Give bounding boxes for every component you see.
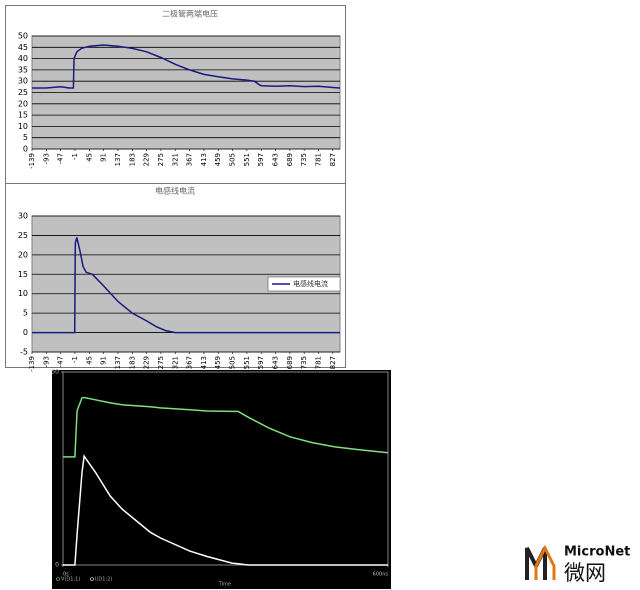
x-tick-label: 0s — [63, 572, 69, 578]
x-tick-label: 275 — [157, 356, 165, 369]
x-tick-label: 643 — [272, 356, 280, 369]
x-tick-label: -1 — [71, 356, 79, 363]
y-tick-label: 25 — [18, 231, 28, 240]
x-tick-label: 689 — [286, 356, 294, 369]
y-tick-label: 35 — [18, 65, 28, 74]
x-tick-label: 321 — [171, 153, 179, 166]
data-line — [63, 396, 389, 458]
x-tick-label: 137 — [114, 153, 122, 166]
y-tick-label: 45 — [18, 43, 28, 52]
x-tick-label: 459 — [214, 356, 222, 369]
x-axis-label: Time — [218, 582, 231, 588]
x-tick-label: 183 — [128, 153, 136, 166]
x-tick-label: 505 — [229, 356, 237, 369]
x-tick-label: 781 — [315, 153, 323, 166]
y-tick-label: -5 — [20, 348, 28, 357]
x-tick-label: -139 — [28, 356, 36, 372]
x-tick-label: 229 — [143, 356, 151, 369]
x-tick-label: 505 — [229, 153, 237, 166]
y-tick-label: 0 — [23, 328, 28, 337]
x-tick-label: -139 — [28, 153, 36, 169]
x-tick-label: -47 — [57, 153, 65, 164]
x-tick-label: -47 — [57, 356, 65, 367]
x-tick-label: 735 — [300, 153, 308, 166]
x-tick-label: 45 — [85, 153, 93, 162]
y-tick-label: 5 — [23, 133, 28, 142]
x-tick-label: 551 — [243, 153, 251, 166]
logo-brand: MicroNet — [564, 545, 630, 560]
chart-title: 二极管两端电压 — [162, 9, 218, 19]
plot-area — [62, 371, 389, 566]
legend-box — [267, 276, 341, 292]
y-tick-label: 20 — [18, 99, 28, 108]
x-tick-label: 413 — [200, 153, 208, 166]
data-line — [63, 454, 388, 566]
legend-label: 电感线电流 — [293, 279, 328, 288]
x-tick-label: 643 — [272, 153, 280, 166]
logo-icon — [534, 544, 556, 580]
y-tick-label: 50 — [18, 32, 28, 41]
x-tick-label: 367 — [186, 153, 194, 166]
scope-frame — [52, 370, 391, 589]
logo: MicroNet 微网 — [525, 544, 630, 585]
y-tick-label: 0 — [55, 562, 59, 569]
x-tick-label: 275 — [157, 153, 165, 166]
x-tick-label: 321 — [171, 356, 179, 369]
y-tick-label: 30 — [18, 77, 28, 86]
legend-swatch — [90, 577, 94, 581]
data-line — [32, 44, 341, 89]
x-tick-label: 183 — [128, 356, 136, 369]
data-line — [32, 237, 340, 334]
x-tick-label: 91 — [100, 153, 108, 162]
y-tick-label: 10 — [18, 122, 28, 131]
x-tick-label: 600ns — [373, 572, 389, 578]
y-tick-label: 10 — [18, 289, 28, 298]
y-tick-label: 25 — [18, 88, 28, 97]
x-tick-label: 413 — [200, 356, 208, 369]
x-tick-label: 367 — [186, 356, 194, 369]
x-tick-label: -93 — [42, 153, 50, 164]
legend-swatch — [56, 577, 60, 581]
legend-label: I(D1:2) — [95, 577, 112, 583]
y-tick-label: 0 — [23, 145, 28, 154]
logo-chinese: 微网 — [564, 561, 606, 585]
y-tick-label: 15 — [18, 270, 28, 279]
y-tick-label: 5 — [23, 309, 28, 318]
x-tick-label: 597 — [257, 153, 265, 166]
chart-title: 电感线电流 — [155, 186, 195, 196]
x-tick-label: 137 — [114, 356, 122, 369]
x-tick-label: -1 — [71, 153, 79, 160]
x-tick-label: 459 — [214, 153, 222, 166]
x-tick-label: 229 — [143, 153, 151, 166]
y-tick-label: 30 — [18, 212, 28, 221]
x-tick-label: 781 — [315, 356, 323, 369]
legend-label: V(D1:1) — [61, 577, 80, 583]
y-tick-label: 20 — [18, 250, 28, 259]
y-tick-label: 50 — [51, 369, 59, 376]
y-tick-label: 15 — [18, 111, 28, 120]
x-tick-label: 597 — [257, 356, 265, 369]
y-tick-label: 40 — [18, 54, 28, 63]
x-tick-label: 45 — [85, 356, 93, 365]
x-tick-label: -93 — [42, 356, 50, 367]
x-tick-label: 551 — [243, 356, 251, 369]
x-tick-label: 827 — [329, 153, 337, 166]
x-tick-label: 91 — [100, 356, 108, 365]
x-tick-label: 827 — [329, 356, 337, 369]
x-tick-label: 735 — [300, 356, 308, 369]
x-tick-label: 689 — [286, 153, 294, 166]
